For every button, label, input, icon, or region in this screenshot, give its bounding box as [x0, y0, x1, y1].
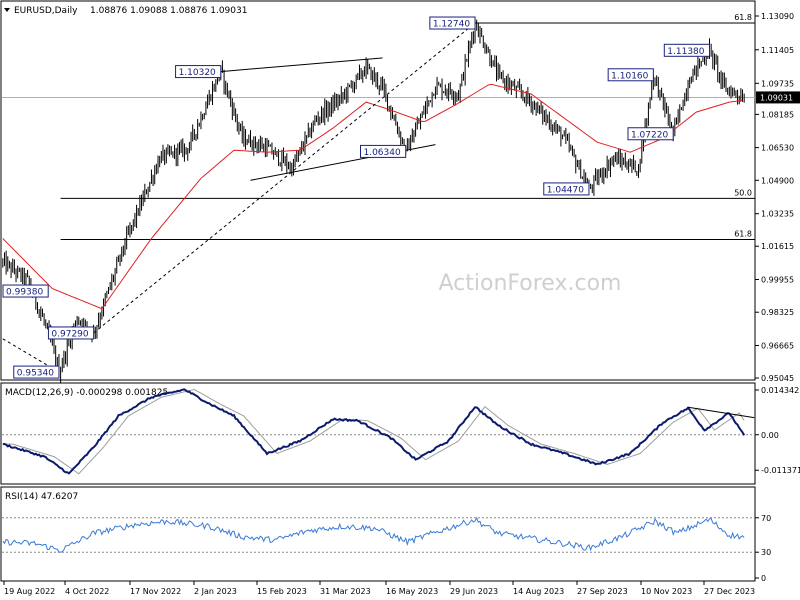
x-axis-label: 27 Sep 2023 [577, 587, 628, 596]
x-axis-label: 31 Mar 2023 [320, 587, 371, 596]
current-price-box [756, 91, 800, 104]
macd-panel-frame [0, 382, 756, 485]
price-annotations: 1.12740 1.11380 1.10320 1.10160 1.07220 1.063… [2, 16, 711, 379]
header-ohlc: 1.08876 1.09088 1.08876 1.09031 [90, 6, 247, 16]
price-annotation-label: 1.07220 [631, 130, 668, 140]
moving-average [2, 83, 743, 310]
dropdown-triangle-icon[interactable] [4, 8, 10, 12]
x-axis-label: 16 May 2023 [386, 587, 438, 596]
trendline [93, 22, 476, 334]
macd-panel: 0.014342 0.00 -0.011371 [2, 386, 800, 475]
price-annotation-label: 1.12740 [433, 20, 470, 30]
price-annotation-box [607, 68, 654, 82]
price-axis-label: 1.06530 [761, 144, 794, 153]
price-annotation-box [175, 65, 222, 79]
price-axis-label: 1.11405 [761, 46, 794, 55]
macd-title: MACD(12,26,9) -0.000298 0.001825 [5, 388, 168, 398]
rsi-title: RSI(14) 47.6207 [5, 492, 78, 502]
price-axis-label: 0.98325 [761, 308, 794, 317]
price-annotation-label: 1.10160 [611, 71, 648, 81]
macd-axis-label: 0.00 [761, 431, 779, 440]
rsi-panel-frame [0, 486, 756, 582]
fib-level-label: 61.8 [734, 13, 752, 22]
price-axis-label: 0.96665 [761, 342, 794, 351]
rsi-axis-label: 30 [761, 548, 771, 557]
price-annotation-box [359, 144, 407, 158]
price-axis-label: 1.09735 [761, 79, 794, 88]
x-axis-label: 27 Dec 2023 [704, 587, 755, 596]
trendline [220, 57, 383, 73]
price-panel-frame [0, 0, 756, 381]
price-annotation-label: 0.99380 [6, 288, 43, 298]
price-annotation-label: 1.10320 [179, 68, 216, 78]
macd-axis-label: 0.014342 [761, 386, 799, 395]
x-axis-label: 17 Nov 2022 [130, 587, 181, 596]
price-annotation-box [429, 16, 476, 30]
macd-signal-line [2, 388, 745, 475]
sma-line [2, 83, 743, 310]
current-price-label: 1.09031 [760, 93, 793, 102]
price-axis-label: 0.99955 [761, 276, 794, 285]
x-axis-label: 4 Oct 2022 [65, 587, 109, 596]
price-axis-label: 1.04900 [761, 176, 794, 185]
fib-level-label: 61.8 [734, 229, 752, 238]
price-annotation-label: 1.06340 [363, 148, 400, 158]
price-annotation-box [543, 182, 590, 196]
watermark: ActionForex.com [439, 271, 622, 296]
price-axis-label: 0.95045 [761, 374, 794, 383]
x-axis-label: 15 Feb 2023 [257, 587, 307, 596]
rsi-panel: 70 30 0 [2, 514, 771, 583]
price-annotation-box [47, 326, 95, 340]
header-symbol: EURUSD,Daily [14, 6, 78, 16]
trendlines [2, 22, 476, 373]
x-axis-label: 19 Aug 2022 [4, 587, 55, 596]
price-annotation-label: 0.95340 [17, 369, 54, 379]
fib-level-label: 50.0 [734, 188, 752, 197]
price-axis: 1.13090 1.11405 1.09735 1.08185 1.06530 1.049… [755, 12, 800, 383]
price-annotation-box [663, 43, 711, 57]
rsi-axis-label: 70 [761, 514, 771, 523]
price-axis-label: 1.13090 [761, 12, 794, 21]
rsi-line [2, 516, 745, 553]
price-annotation-label: 0.97290 [51, 329, 88, 339]
price-annotation-box [13, 365, 60, 379]
macd-trendline [687, 406, 755, 419]
price-axis-label: 1.01615 [761, 242, 794, 251]
x-axis-label: 14 Aug 2023 [513, 587, 564, 596]
price-axis-label: 1.08185 [761, 110, 794, 119]
x-axis-label: 10 Nov 2023 [641, 587, 692, 596]
price-levels: 61.8 50.0 61.8 [2, 13, 755, 240]
price-annotation-box [627, 127, 674, 141]
price-axis-label: 1.03235 [761, 210, 794, 219]
x-axis: 19 Aug 2022 4 Oct 2022 17 Nov 2022 2 Jan 20… [3, 581, 755, 596]
x-axis-label: 2 Jan 2023 [194, 587, 237, 596]
rsi-axis-label: 0 [761, 574, 766, 583]
x-axis-label: 29 Jun 2023 [450, 587, 498, 596]
price-annotation-box [2, 284, 49, 298]
price-annotation-label: 1.04470 [547, 185, 584, 195]
macd-line [2, 388, 746, 475]
price-annotation-label: 1.11380 [667, 47, 704, 57]
macd-axis-label: -0.011371 [761, 466, 800, 475]
